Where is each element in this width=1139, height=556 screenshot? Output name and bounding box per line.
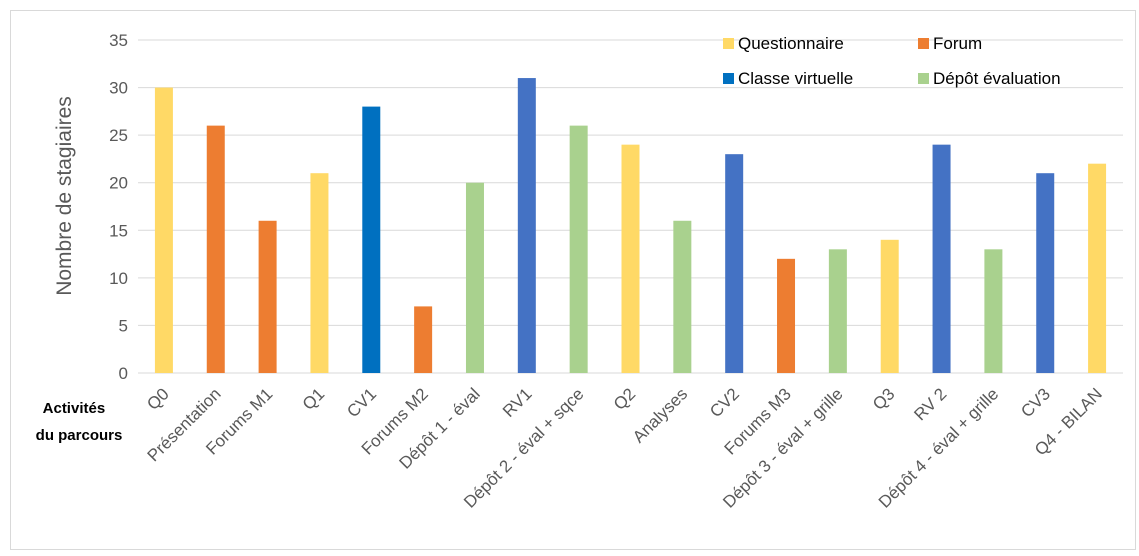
legend-label: Classe virtuelle	[738, 69, 853, 88]
bar	[673, 220, 692, 373]
x-tick-label: Q0	[143, 384, 172, 413]
bar	[258, 220, 277, 373]
legend-item: Forum	[918, 34, 982, 53]
y-tick-label: 35	[109, 31, 128, 50]
legend-swatch	[723, 38, 734, 49]
legend-swatch	[918, 38, 929, 49]
x-axis-label: Activités du parcours	[36, 400, 123, 444]
x-tick-label: RV 2	[910, 384, 950, 424]
y-tick-label: 0	[119, 364, 128, 383]
bar	[465, 182, 484, 373]
legend-item: Dépôt évaluation	[918, 69, 1061, 88]
y-axis-label: Nombre de stagiaires	[53, 96, 76, 296]
x-tick-label: Q2	[610, 384, 639, 413]
y-tick-label: 30	[109, 79, 128, 98]
legend: Questionnaire Forum Classe virtuelle Dépôt …	[723, 34, 1061, 88]
x-tick-label: Q3	[869, 384, 898, 413]
legend-label: Questionnaire	[738, 34, 844, 53]
legend-swatch	[723, 73, 734, 84]
legend-label: Dépôt évaluation	[933, 69, 1061, 88]
bar	[310, 173, 329, 373]
bar	[984, 249, 1003, 373]
y-tick-label: 25	[109, 126, 128, 145]
x-tick-label: CV3	[1017, 384, 1054, 421]
bar	[1088, 163, 1107, 373]
x-tick-label: Q1	[299, 384, 328, 413]
bar	[777, 258, 796, 373]
bar	[828, 249, 847, 373]
y-tick-label: 10	[109, 269, 128, 288]
legend-swatch	[918, 73, 929, 84]
legend-item: Classe virtuelle	[723, 69, 853, 88]
bar	[725, 154, 744, 373]
legend-label: Forum	[933, 34, 982, 53]
x-tick-label: CV1	[343, 384, 380, 421]
bar	[362, 106, 381, 373]
bar	[621, 144, 640, 373]
bar	[206, 125, 225, 373]
x-axis-label-line-1: Activités	[43, 400, 106, 417]
bar	[517, 78, 536, 374]
x-axis-label-line-2: du parcours	[36, 427, 123, 444]
x-tick-label: CV2	[706, 384, 743, 421]
x-tick-label: Analyses	[629, 384, 691, 446]
y-tick-label: 20	[109, 174, 128, 193]
bar	[154, 87, 173, 374]
chart-frame: 0 5 10 15 20 25 30 35 Q0 Présentation Forums M1 Q1…	[10, 10, 1136, 550]
y-tick-labels: 0 5 10 15 20 25 30 35	[109, 31, 128, 383]
legend-item: Questionnaire	[723, 34, 844, 53]
bar	[569, 125, 588, 373]
bars	[154, 78, 1107, 374]
bar	[1036, 173, 1055, 373]
y-tick-label: 15	[109, 221, 128, 240]
bar	[880, 239, 899, 373]
y-tick-label: 5	[119, 316, 128, 335]
bar	[414, 306, 433, 373]
x-tick-label: RV1	[499, 384, 536, 421]
bar	[932, 144, 951, 373]
